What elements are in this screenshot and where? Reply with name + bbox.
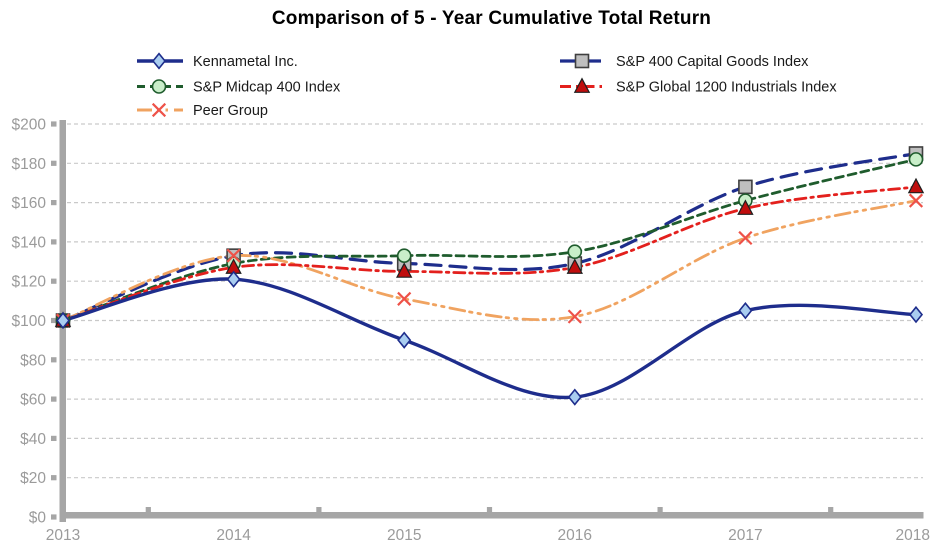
series-line-kennametal [61, 277, 918, 400]
legend-marker-sp-midcap-400 [151, 79, 167, 94]
y-tick-label: $180 [12, 156, 47, 173]
y-tick-label: $40 [20, 431, 46, 448]
y-tick-label: $120 [12, 274, 47, 291]
y-tick [51, 475, 57, 481]
y-tick [51, 396, 57, 402]
legend-label-sp-midcap-400: S&P Midcap 400 Index [193, 80, 341, 96]
legend-label-peer-group: Peer Group [193, 103, 268, 119]
marker-kennametal [908, 305, 924, 324]
marker-sp-global-1200-industrials [907, 177, 925, 194]
series-line-sp-midcap-400 [61, 158, 918, 322]
marker-sp-midcap-400 [396, 248, 412, 263]
y-tick [51, 317, 57, 324]
x-tick [145, 507, 151, 513]
marker-peer-group [397, 291, 412, 306]
x-tick-label: 2018 [896, 527, 930, 544]
marker-kennametal [55, 311, 71, 330]
marker-kennametal [397, 331, 412, 349]
series-markers-sp-midcap-400 [55, 152, 924, 328]
y-tick [51, 357, 57, 363]
marker-peer-group [738, 230, 753, 246]
y-tick-label: $140 [12, 234, 47, 251]
y-axis-labels: $0 $20 $40 $60 $80 $100 $120 $140 $160 $180 $200 [12, 117, 47, 527]
y-tick-label: $200 [12, 117, 47, 134]
legend-marker-kennametal [151, 52, 167, 70]
marker-peer-group [567, 309, 582, 324]
y-tick [51, 435, 57, 441]
x-axis [59, 512, 924, 519]
x-tick-label: 2014 [216, 527, 251, 544]
x-tick [316, 507, 322, 513]
series-path-peer-group [61, 199, 918, 322]
y-tick [51, 121, 57, 127]
y-tick [51, 239, 57, 245]
marker-sp-global-1200-industrials [396, 262, 413, 278]
x-tick [486, 507, 493, 513]
marker-sp-midcap-400 [908, 152, 924, 167]
y-tick-label: $80 [20, 352, 46, 369]
series-line-sp-400-capital-goods [61, 151, 918, 323]
x-tick [657, 507, 663, 513]
chart-title: Comparison of 5 - Year Cumulative Total … [271, 8, 712, 29]
series-markers-kennametal [55, 270, 924, 406]
x-axis-labels: 2013 2014 2015 2016 2017 2018 [46, 527, 930, 544]
marker-sp-midcap-400 [567, 244, 583, 260]
marker-sp-400-capital-goods [738, 179, 753, 195]
x-tick [828, 507, 834, 513]
marker-kennametal [226, 270, 241, 288]
x-tick-label: 2017 [728, 527, 762, 544]
legend-item-peer-group: Peer Group [137, 102, 268, 119]
y-tick-label: $60 [20, 392, 46, 409]
y-tick [51, 278, 57, 284]
series-path-sp-400-capital-goods [61, 151, 918, 323]
legend-label-sp-400-capital-goods: S&P 400 Capital Goods Index [616, 54, 809, 70]
x-tick-label: 2016 [558, 527, 592, 544]
y-tick [51, 514, 57, 520]
marker-sp-global-1200-industrials [737, 199, 754, 215]
legend-item-sp-midcap-400: S&P Midcap 400 Index [137, 79, 341, 96]
legend-marker-peer-group [151, 102, 167, 118]
series-line-peer-group [61, 199, 918, 322]
legend-label-sp-global-1200-industrials: S&P Global 1200 Industrials Index [616, 80, 837, 96]
legend-item-kennametal: Kennametal Inc. [137, 52, 298, 70]
y-tick-label: $20 [20, 470, 46, 487]
marker-sp-global-1200-industrials [566, 258, 583, 274]
series-line-sp-global-1200-industrials [61, 185, 918, 322]
series-path-sp-midcap-400 [61, 158, 918, 322]
y-tick [51, 160, 57, 166]
x-tick-label: 2013 [46, 527, 80, 544]
y-tick-label: $160 [12, 195, 47, 212]
legend-item-sp-global-1200-industrials: S&P Global 1200 Industrials Index [560, 77, 837, 96]
x-tick-label: 2015 [387, 527, 421, 544]
gridlines [60, 123, 923, 479]
y-tick-label: $0 [29, 510, 47, 527]
series-path-sp-global-1200-industrials [61, 185, 918, 322]
legend-marker-sp-400-capital-goods [574, 53, 590, 69]
marker-peer-group [908, 193, 924, 208]
series-path-kennametal [61, 277, 918, 400]
y-tick [51, 200, 57, 206]
legend-item-sp-400-capital-goods: S&P 400 Capital Goods Index [560, 53, 809, 70]
legend: Kennametal Inc. S&P Midcap 400 Index Peer … [137, 52, 837, 119]
legend-label-kennametal: Kennametal Inc. [193, 54, 298, 70]
y-tick-label: $100 [12, 313, 47, 330]
marker-kennametal [738, 302, 753, 320]
legend-marker-sp-global-1200-industrials [573, 77, 591, 93]
marker-peer-group [226, 248, 241, 263]
marker-kennametal [567, 388, 582, 406]
